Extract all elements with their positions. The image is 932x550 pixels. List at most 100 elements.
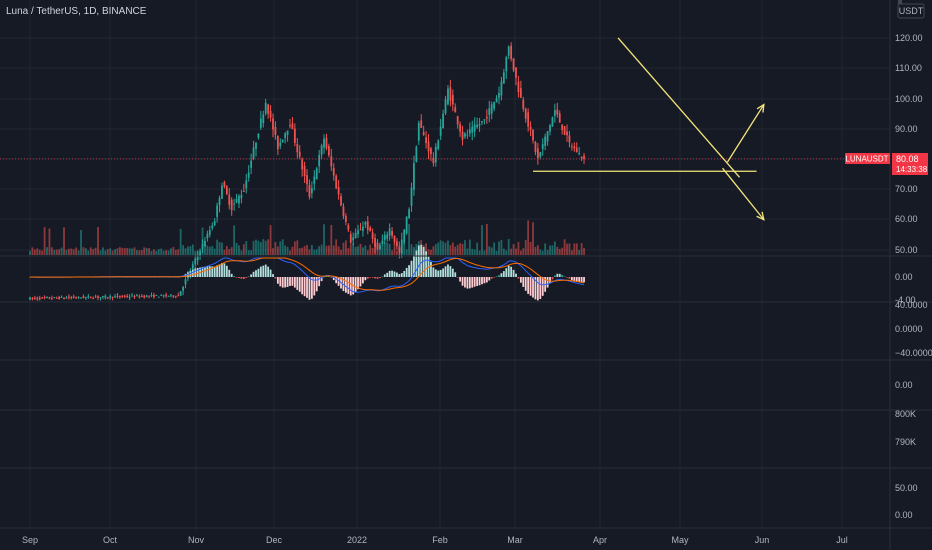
volume-bar: [364, 245, 367, 255]
candle-body: [364, 222, 367, 225]
macd-histogram-bar: [286, 277, 289, 287]
candle-body: [97, 296, 99, 298]
macd-histogram-bar: [289, 277, 291, 286]
volume-bar: [174, 250, 177, 255]
volume-bar: [515, 248, 517, 255]
volume-bar: [274, 242, 277, 255]
candle-body: [327, 146, 330, 156]
candle-body: [269, 110, 272, 118]
macd-histogram-bar: [573, 277, 576, 282]
volume-bar: [301, 247, 304, 255]
candle-body: [43, 297, 46, 299]
volume-bar: [145, 247, 148, 255]
macd-histogram-bar: [233, 276, 236, 277]
macd-histogram-bar: [204, 266, 206, 277]
volume-bar: [483, 250, 486, 255]
candle-body: [150, 295, 153, 297]
volume-bar: [182, 245, 184, 255]
macd-histogram-bar: [515, 273, 517, 277]
volume-bar: [512, 244, 515, 255]
volume-bar: [459, 243, 462, 255]
macd-histogram-bar: [191, 269, 194, 277]
volume-bar: [340, 249, 342, 255]
candle-body: [320, 145, 323, 155]
volume-bar: [242, 244, 245, 255]
currency-label: USDT: [899, 6, 924, 16]
candle-body: [306, 175, 308, 185]
macd-histogram-bar: [291, 277, 294, 286]
macd-histogram-bar: [206, 266, 209, 277]
candle-body: [310, 188, 313, 194]
candle-body: [570, 146, 573, 148]
volume-bar: [233, 225, 236, 255]
volume-bar: [131, 248, 133, 255]
candle-body: [442, 113, 444, 129]
volume-bar: [430, 249, 432, 255]
candle-body: [471, 126, 474, 133]
price-axis[interactable]: 120.00110.00100.0090.0080.0070.0060.0050…: [895, 0, 932, 520]
candle-body: [417, 122, 420, 141]
volume-bar: [393, 242, 396, 255]
volume-bar: [437, 242, 440, 255]
volume-axis-label: 790K: [895, 437, 916, 447]
macd-histogram-bar: [549, 277, 551, 284]
macd-histogram-bar: [272, 274, 274, 277]
candle-body: [121, 295, 124, 297]
volume-bar: [337, 246, 340, 255]
volume-bar: [240, 250, 243, 255]
macd-histogram-bar: [381, 276, 384, 278]
macd-histogram-bar: [255, 270, 257, 277]
volume-bar: [177, 249, 180, 255]
volume-bar: [573, 243, 576, 255]
candle-body: [296, 144, 299, 153]
volume-bar: [408, 224, 410, 255]
candle-body: [111, 296, 114, 298]
volume-bar: [60, 247, 63, 255]
candle-body: [55, 297, 58, 299]
macd-histogram-bar: [522, 277, 525, 287]
volume-bar: [114, 249, 116, 255]
candle-body: [116, 295, 119, 297]
candle-body: [138, 296, 141, 298]
macd-histogram-bar: [366, 277, 369, 279]
macd-histogram-bar: [527, 277, 530, 294]
candle-body: [405, 216, 408, 234]
candle-body: [447, 88, 449, 105]
volume-bar: [502, 248, 505, 255]
time-axis-label: Feb: [432, 535, 448, 545]
candle-body: [488, 108, 491, 115]
macd-histogram-bar: [473, 277, 476, 287]
macd-axis-label: 0.00: [895, 272, 913, 282]
volume-bar: [208, 246, 211, 255]
volume-bar: [264, 240, 267, 255]
candle-body: [247, 172, 250, 178]
macd-histogram-bar: [359, 277, 362, 287]
candle-body: [218, 198, 221, 206]
macd-histogram-bar: [500, 273, 503, 277]
macd-histogram-bar: [461, 277, 464, 286]
volume-bar: [432, 246, 435, 255]
volume-bar: [75, 247, 78, 255]
volume-bar: [53, 249, 56, 255]
volume-bar: [318, 246, 321, 255]
candle-body: [53, 297, 56, 299]
currency-button[interactable]: USDT: [897, 3, 925, 19]
volume-bar: [36, 248, 39, 255]
time-axis-label: Jul: [836, 535, 848, 545]
price-candles: [0, 42, 890, 301]
volume-bar: [238, 245, 240, 255]
volume-bar: [575, 243, 578, 255]
time-axis[interactable]: Sep Oct Nov Dec 2022 Feb Mar Apr May Jun Jul: [22, 535, 848, 545]
user-drawings[interactable]: [533, 37, 765, 221]
axis-corner-mark: [898, 0, 902, 4]
macd-histogram-bar: [379, 277, 381, 279]
macd-histogram-bar: [301, 277, 304, 295]
volume-bar: [121, 247, 124, 255]
macd-histogram-bar: [308, 277, 311, 300]
indicator-axis-label: −40.0000: [895, 348, 932, 358]
volume-bar: [123, 248, 126, 255]
macd-histogram-bar: [478, 277, 481, 286]
candle-body: [315, 168, 318, 180]
